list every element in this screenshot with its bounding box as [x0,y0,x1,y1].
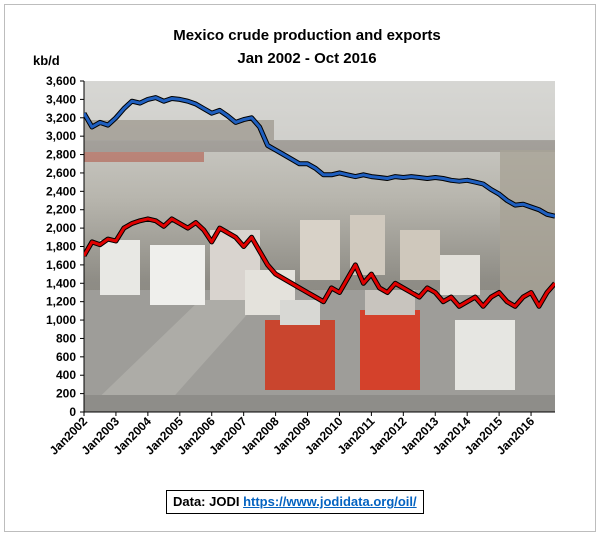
y-axis-unit-label: kb/d [33,53,60,68]
data-source-box: Data: JODI https://www.jodidata.org/oil/ [166,490,424,514]
chart-title: Mexico crude production and exports [173,27,441,44]
y-tick-label: 1,600 [46,258,76,272]
y-axis: 0 200 400 600 800 1,000 1,200 1,400 1,600 1,800 2,… [46,74,85,419]
y-tick-label: 1,400 [46,276,76,290]
data-source-prefix: Data: JODI [173,494,244,509]
data-source-link[interactable]: https://www.jodidata.org/oil/ [243,494,417,509]
y-tick-label: 600 [56,350,76,364]
exports-series-line [84,217,555,308]
production-series-line [84,96,555,218]
y-tick-label: 1,800 [46,240,76,254]
x-axis: Jan2002Jan2003Jan2004Jan2005Jan2006Jan20… [47,411,555,458]
y-tick-label: 1,200 [46,295,76,309]
y-tick-label: 0 [69,405,76,419]
y-tick-label: 2,800 [46,148,76,162]
chart-subtitle: Jan 2002 - Oct 2016 [237,50,376,67]
y-tick-label: 200 [56,387,76,401]
y-tick-label: 2,600 [46,166,76,180]
y-tick-label: 1,000 [46,313,76,327]
y-tick-label: 3,600 [46,74,76,88]
y-tick-label: 2,000 [46,221,76,235]
y-tick-label: 2,200 [46,203,76,217]
y-tick-label: 3,200 [46,111,76,125]
y-tick-label: 2,400 [46,184,76,198]
y-tick-label: 400 [56,368,76,382]
y-tick-label: 3,000 [46,129,76,143]
y-tick-label: 800 [56,331,76,345]
y-tick-label: 3,400 [46,92,76,106]
background-photo [84,81,555,412]
